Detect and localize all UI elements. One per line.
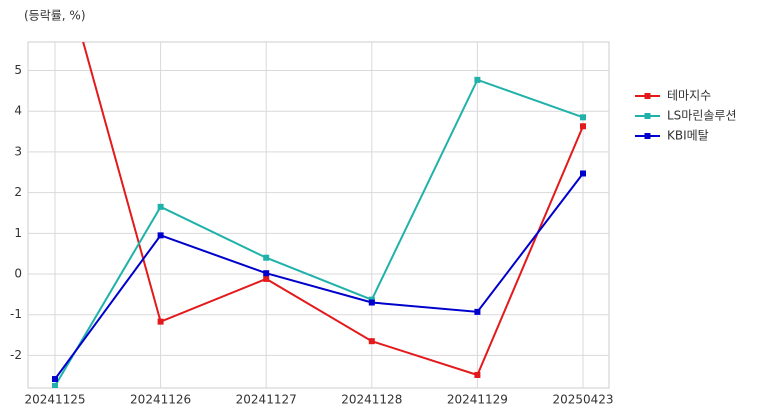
legend-label: 테마지수 xyxy=(667,89,711,103)
legend-marker xyxy=(644,93,651,99)
point xyxy=(368,299,375,306)
x-tick-label: 20250423 xyxy=(552,393,613,407)
point xyxy=(368,338,375,345)
point xyxy=(157,318,164,325)
x-tick-label: 20241129 xyxy=(447,393,508,407)
point xyxy=(580,123,586,130)
point xyxy=(263,275,270,282)
plot-area xyxy=(52,42,586,388)
series-line xyxy=(82,42,584,377)
y-tick-label: -2 xyxy=(10,348,22,362)
y-tick-label: -1 xyxy=(10,307,22,321)
point xyxy=(474,371,481,378)
point xyxy=(263,254,270,261)
x-tick-label: 20241125 xyxy=(24,393,85,407)
y-tick-label: 2 xyxy=(14,185,22,199)
point xyxy=(580,114,586,121)
y-tick-label: 5 xyxy=(14,63,22,77)
y-tick-label: 3 xyxy=(14,144,22,158)
point xyxy=(52,376,58,383)
point xyxy=(580,170,586,177)
series-line xyxy=(54,78,584,387)
point xyxy=(157,232,164,239)
point xyxy=(474,308,481,315)
legend-label: LS마린솔루션 xyxy=(667,109,737,123)
y-tick-label: 0 xyxy=(14,267,22,281)
point xyxy=(263,270,270,277)
y-tick-label: 1 xyxy=(14,226,22,240)
series-line xyxy=(54,172,584,380)
x-tick-label: 20241128 xyxy=(341,393,402,407)
point xyxy=(474,76,481,83)
y-tick-label: 4 xyxy=(14,104,22,118)
legend-marker xyxy=(644,133,651,139)
x-tick-label: 20241126 xyxy=(130,393,191,407)
legend-marker xyxy=(644,113,651,119)
y-axis-title: (등락률, %) xyxy=(24,9,86,23)
x-tick-label: 20241127 xyxy=(236,393,297,407)
legend-label: KBI메탈 xyxy=(667,129,709,143)
plot-frame xyxy=(27,41,610,389)
point xyxy=(52,382,58,388)
point xyxy=(157,203,164,210)
